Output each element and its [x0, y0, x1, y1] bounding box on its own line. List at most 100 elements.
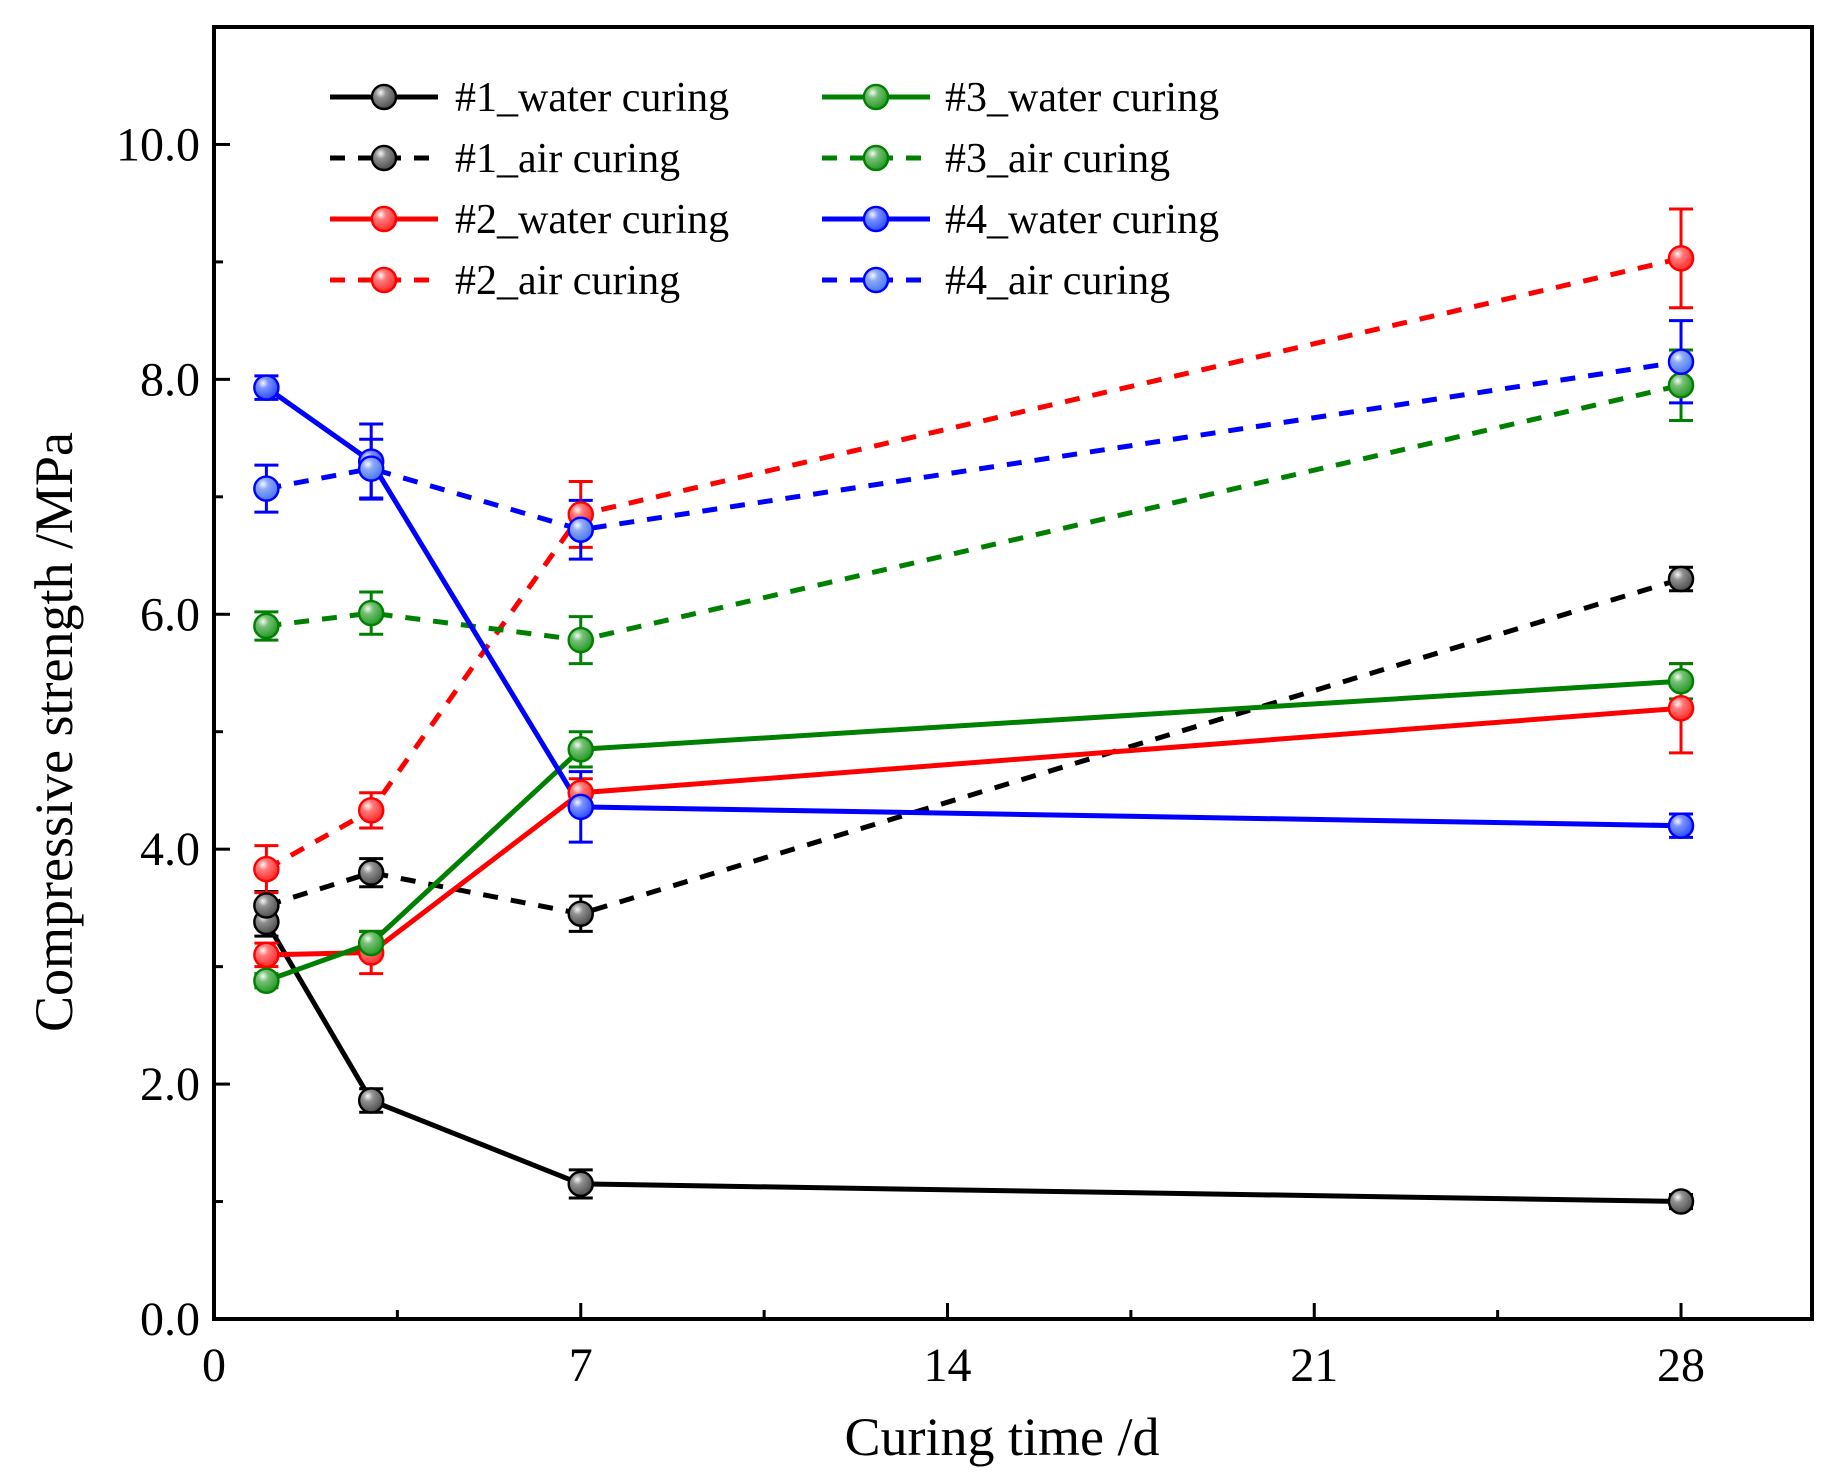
series-1-water-curing-point — [567, 1170, 595, 1198]
marker-shine — [569, 902, 592, 925]
series-1-air-curing-point — [567, 900, 595, 928]
marker-shine — [360, 1089, 383, 1112]
series-3-water-curing-line — [265, 678, 1682, 984]
legend-item-series-3-air-curing: #3_air curing — [822, 136, 1170, 182]
marker-shine — [1670, 247, 1693, 270]
series-3-air-curing-point — [253, 612, 280, 640]
marker-shine — [360, 861, 383, 884]
legend-item-series-2-air-curing: #2_air curing — [330, 258, 680, 304]
marker-shine — [255, 376, 278, 399]
marker-shine — [1670, 350, 1693, 373]
series-2-air-curing-point — [357, 797, 385, 824]
x-tick-label: 28 — [1657, 1339, 1705, 1392]
legend-label: #2_air curing — [455, 258, 680, 304]
y-tick-label: 6.0 — [140, 588, 200, 641]
legend-marker — [862, 205, 890, 233]
legend-label: #3_air curing — [945, 136, 1170, 182]
marker-shine — [360, 457, 383, 480]
legend-marker — [370, 205, 398, 233]
marker-shine — [569, 518, 592, 541]
marker-shine — [360, 602, 383, 625]
series-4-water-curing-line — [264, 385, 1682, 829]
series-1-air-curing-line — [265, 576, 1682, 917]
plot-area — [253, 207, 1695, 1215]
marker-shine — [1670, 814, 1693, 837]
marker-shine — [865, 208, 887, 230]
legend-item-series-4-water-curing: #4_water curing — [822, 197, 1219, 243]
x-tick-label: 14 — [924, 1339, 972, 1392]
x-tick-label: 0 — [202, 1339, 226, 1392]
y-tick-label: 8.0 — [140, 353, 200, 406]
y-tick-label: 4.0 — [140, 823, 200, 876]
marker-shine — [1670, 568, 1693, 591]
legend-item-series-3-water-curing: #3_water curing — [822, 75, 1219, 121]
marker-shine — [255, 477, 278, 500]
marker-shine — [865, 86, 887, 108]
series-3-air-curing-line — [266, 382, 1682, 643]
plot-frame — [212, 25, 1814, 1321]
marker-shine — [255, 969, 278, 992]
marker-shine — [569, 795, 592, 818]
series-2-air-curing-line — [265, 255, 1682, 872]
legend-label: #2_water curing — [455, 197, 729, 243]
series-3-air-curing-point — [1667, 371, 1695, 399]
legend-label: #4_water curing — [945, 197, 1219, 243]
series-3-air-curing-point — [567, 626, 595, 654]
legend: #1_water curing #1_air curing #2_water cur… — [330, 75, 1219, 304]
marker-shine — [360, 932, 383, 955]
marker-shine — [373, 269, 395, 291]
marker-shine — [255, 858, 278, 881]
y-tick-label: 2.0 — [140, 1058, 200, 1111]
series-4-air-curing-point — [567, 516, 595, 543]
marker-shine — [569, 738, 592, 761]
series-1-water-curing-line — [264, 920, 1682, 1204]
series-2-water-curing-point — [1667, 694, 1695, 722]
series-1-water-curing-point — [357, 1087, 385, 1114]
series-4-air-curing-point — [1667, 348, 1695, 375]
legend-item-series-2-water-curing: #2_water curing — [330, 197, 729, 243]
x-tick-label: 7 — [569, 1339, 593, 1392]
marker-shine — [255, 943, 278, 966]
marker-shine — [865, 269, 887, 291]
marker-shine — [1670, 697, 1693, 720]
legend-marker — [862, 83, 890, 111]
marker-shine — [865, 147, 887, 169]
marker-shine — [360, 799, 383, 822]
series-3-water-curing-point — [567, 736, 595, 763]
legend-marker — [370, 266, 398, 294]
series-3-water-curing-point — [253, 967, 280, 994]
x-tick-label: 21 — [1290, 1339, 1338, 1392]
series-4-air-curing-line — [265, 359, 1682, 533]
series-3-water-curing-point — [1667, 667, 1695, 695]
marker-shine — [569, 629, 592, 652]
marker-shine — [373, 147, 395, 169]
axes: 0 7 14 21 28 0.0 2.0 4.0 6.0 8.0 10.0 — [116, 25, 1814, 1392]
legend-item-series-1-water-curing: #1_water curing — [330, 75, 729, 121]
series-4-air-curing-point — [357, 455, 385, 482]
legend-item-series-1-air-curing: #1_air curing — [330, 136, 680, 182]
legend-marker — [370, 144, 398, 172]
y-tick-label: 10.0 — [116, 118, 200, 171]
series-2-water-curing-point — [253, 941, 280, 969]
x-axis-title: Curing time /d — [845, 1407, 1160, 1467]
legend-label: #4_air curing — [945, 258, 1170, 304]
marker-shine — [1670, 374, 1693, 397]
series-1-air-curing-point — [357, 859, 385, 886]
series-3-air-curing-point — [357, 599, 385, 627]
series-4-water-curing-point — [1667, 812, 1695, 839]
series-3-water-curing-point — [357, 929, 385, 957]
marker-shine — [569, 1172, 592, 1195]
series-4-water-curing-point — [567, 793, 595, 821]
legend-item-series-4-air-curing: #4_air curing — [822, 258, 1170, 304]
series-1-water-curing-point — [1667, 1188, 1695, 1215]
marker-shine — [373, 208, 395, 230]
legend-label: #1_water curing — [455, 75, 729, 121]
series-2-air-curing-point — [1667, 245, 1695, 272]
marker-shine — [255, 894, 278, 917]
series-1-air-curing-point — [253, 892, 280, 919]
series-1-air-curing-point — [1667, 565, 1695, 593]
marker-shine — [373, 86, 395, 108]
marker-shine — [1670, 670, 1693, 693]
legend-label: #1_air curing — [455, 136, 680, 182]
legend-label: #3_water curing — [945, 75, 1219, 121]
